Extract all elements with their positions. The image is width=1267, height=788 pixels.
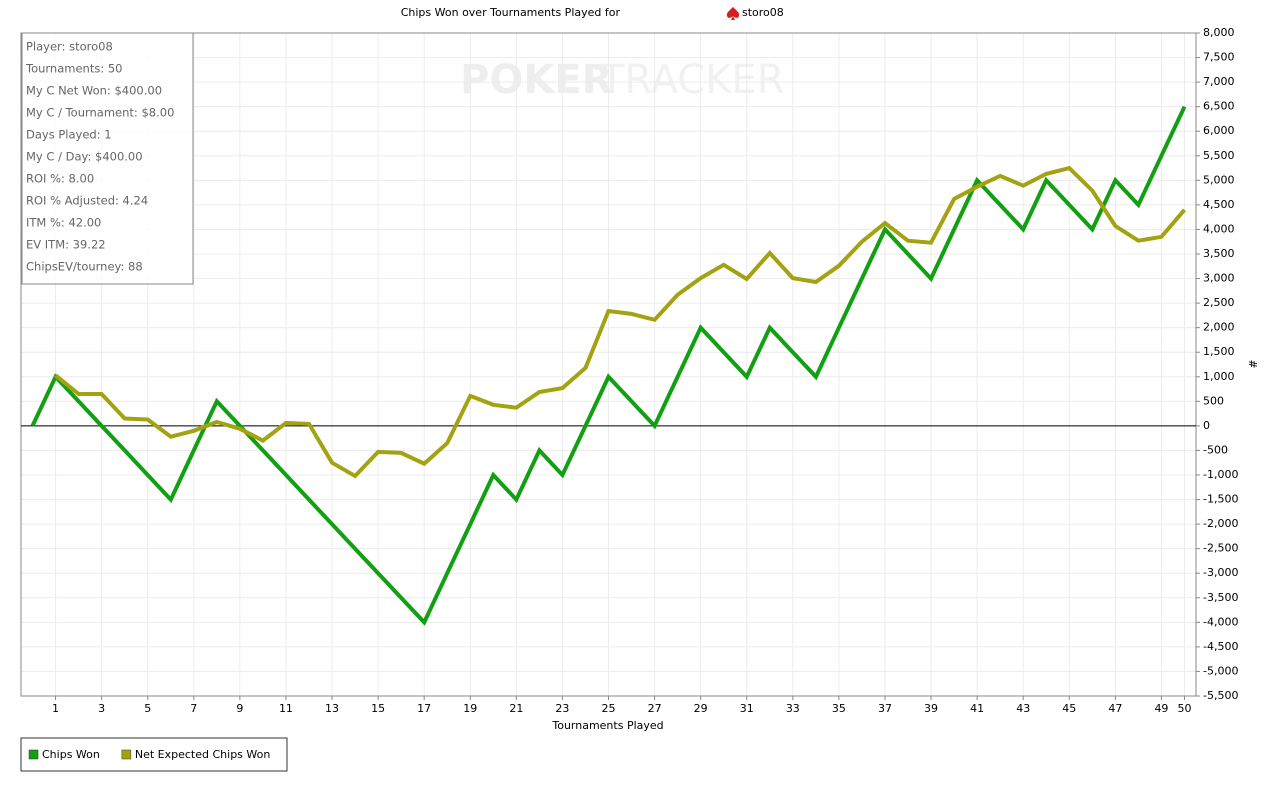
y-tick-label: 3,000 — [1203, 272, 1235, 285]
x-tick-label: 37 — [878, 702, 892, 715]
stats-box — [21, 32, 194, 285]
legend-box — [20, 737, 288, 772]
x-tick-label: 31 — [740, 702, 754, 715]
x-tick-label: 17 — [417, 702, 431, 715]
y-tick-label: 1,500 — [1203, 345, 1235, 358]
stat-text: Days Played: 1 — [26, 128, 112, 142]
x-tick-label: 29 — [694, 702, 708, 715]
x-tick-label: 21 — [509, 702, 523, 715]
x-tick-label: 47 — [1108, 702, 1122, 715]
y-tick-label: 500 — [1203, 394, 1224, 407]
x-tick-label: 25 — [602, 702, 616, 715]
legend-label: Chips Won — [42, 748, 100, 761]
chart-title: Chips Won over Tournaments Played for — [401, 6, 621, 19]
watermark: TRACKER — [599, 57, 785, 103]
y-tick-label: -4,000 — [1203, 615, 1238, 628]
y-tick-label: -5,500 — [1203, 689, 1238, 702]
x-tick-label: 50 — [1177, 702, 1191, 715]
y-tick-label: 4,500 — [1203, 198, 1235, 211]
y-tick-label: 2,500 — [1203, 296, 1235, 309]
x-tick-label: 15 — [371, 702, 385, 715]
x-tick-label: 3 — [98, 702, 105, 715]
x-tick-label: 7 — [190, 702, 197, 715]
y-tick-label: 5,000 — [1203, 173, 1235, 186]
y-axis-label: # — [1246, 359, 1259, 368]
x-tick-label: 23 — [555, 702, 569, 715]
y-tick-label: -3,500 — [1203, 591, 1238, 604]
x-tick-label: 41 — [970, 702, 984, 715]
x-tick-label: 9 — [236, 702, 243, 715]
x-tick-label: 1 — [52, 702, 59, 715]
spade-icon — [726, 7, 740, 20]
stat-text: ITM %: 42.00 — [26, 216, 101, 230]
stat-text: Player: storo08 — [26, 40, 113, 54]
y-tick-label: 3,500 — [1203, 247, 1235, 260]
player-name: storo08 — [742, 6, 784, 19]
series-line — [54, 165, 1187, 479]
stat-text: My C / Tournament: $8.00 — [26, 106, 174, 120]
legend-swatch — [121, 749, 132, 760]
y-tick-label: 1,000 — [1203, 370, 1235, 383]
y-tick-label: -2,500 — [1203, 542, 1238, 555]
x-tick-label: 13 — [325, 702, 339, 715]
y-tick-label: -3,000 — [1203, 566, 1238, 579]
legend-swatch — [28, 749, 39, 760]
stat-text: Tournaments: 50 — [25, 62, 123, 76]
legend-label: Net Expected Chips Won — [135, 748, 271, 761]
x-tick-label: 35 — [832, 702, 846, 715]
stat-text: My C Net Won: $400.00 — [26, 84, 162, 98]
y-tick-label: -2,000 — [1203, 517, 1238, 530]
y-tick-label: 6,000 — [1203, 124, 1235, 137]
y-tick-label: 6,500 — [1203, 100, 1235, 113]
y-tick-label: 8,000 — [1203, 26, 1235, 39]
x-tick-label: 5 — [144, 702, 151, 715]
x-tick-label: 39 — [924, 702, 938, 715]
stat-text: ROI % Adjusted: 4.24 — [26, 194, 148, 208]
x-tick-label: 43 — [1016, 702, 1030, 715]
y-tick-label: 7,500 — [1203, 51, 1235, 64]
x-axis-label: Tournaments Played — [551, 719, 663, 732]
stat-text: EV ITM: 39.22 — [26, 238, 106, 252]
y-tick-label: 7,000 — [1203, 75, 1235, 88]
stat-text: ChipsEV/tourney: 88 — [26, 260, 143, 274]
watermark: POKER — [460, 57, 612, 103]
y-tick-label: 2,000 — [1203, 321, 1235, 334]
stat-text: ROI %: 8.00 — [26, 172, 94, 186]
x-tick-label: 27 — [648, 702, 662, 715]
y-tick-label: 4,000 — [1203, 222, 1235, 235]
x-tick-label: 49 — [1154, 702, 1168, 715]
x-tick-label: 45 — [1062, 702, 1076, 715]
y-tick-label: -1,500 — [1203, 493, 1238, 506]
y-tick-label: -500 — [1203, 443, 1228, 456]
y-tick-label: -4,500 — [1203, 640, 1238, 653]
series-line — [30, 105, 1187, 626]
stat-text: My C / Day: $400.00 — [26, 150, 143, 164]
y-tick-label: 0 — [1203, 419, 1210, 432]
y-tick-label: 5,500 — [1203, 149, 1235, 162]
y-tick-label: -1,000 — [1203, 468, 1238, 481]
x-tick-label: 19 — [463, 702, 477, 715]
x-tick-label: 33 — [786, 702, 800, 715]
x-tick-label: 11 — [279, 702, 293, 715]
y-tick-label: -5,000 — [1203, 664, 1238, 677]
